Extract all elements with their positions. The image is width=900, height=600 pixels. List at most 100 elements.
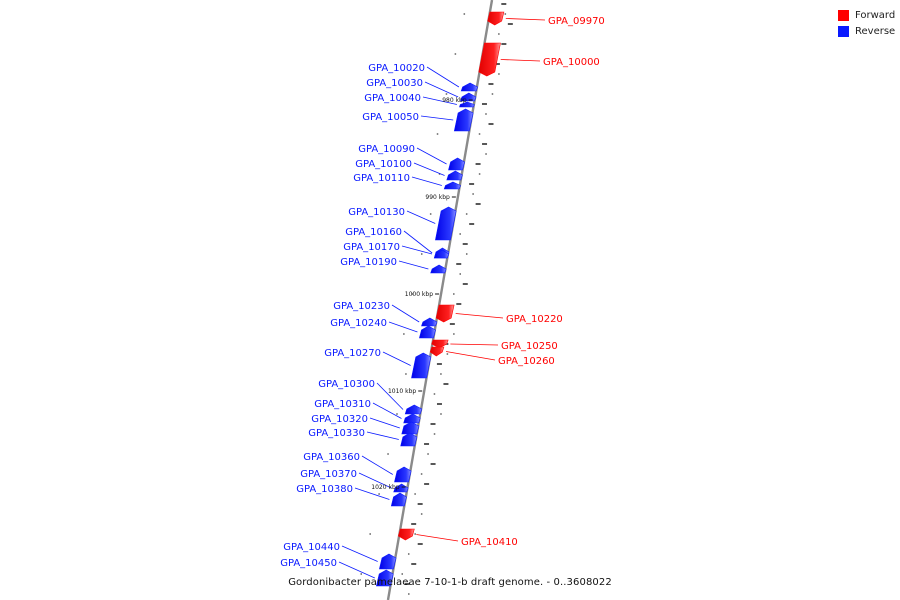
leader-line <box>382 351 411 366</box>
gene-feature-gpa-10230[interactable] <box>421 317 438 327</box>
gene-features <box>376 11 505 587</box>
scale-ticks <box>360 3 513 595</box>
gene-feature-gpa-10410[interactable] <box>398 528 415 541</box>
scale-label: 1010 kbp <box>388 388 416 395</box>
gene-feature-gpa-10250[interactable] <box>431 339 449 349</box>
leader-line <box>413 162 445 176</box>
gene-feature-gpa-10360[interactable] <box>394 466 412 483</box>
leader-line <box>338 561 375 579</box>
gene-label-gpa-10450[interactable]: GPA_10450 <box>280 558 337 569</box>
leader-line <box>401 245 433 255</box>
leader-line <box>403 230 433 254</box>
gene-feature-gpa-10220[interactable] <box>435 304 455 323</box>
gene-feature-gpa-10330[interactable] <box>400 432 418 447</box>
gene-label-gpa-10410[interactable]: GPA_10410 <box>461 537 518 548</box>
scale-label: 1020 kbp <box>371 484 399 491</box>
gene-label-gpa-10440[interactable]: GPA_10440 <box>283 542 340 553</box>
leader-line <box>411 176 442 186</box>
genome-caption: Gordonibacter pamelaeae 7-10-1-b draft g… <box>288 577 612 588</box>
leader-line <box>426 66 460 88</box>
gene-labels: GPA_09970 GPA_10000 GPA_10020 GPA_10030 GPA_… <box>280 16 605 569</box>
gene-feature-gpa-10260[interactable] <box>429 346 445 357</box>
gene-feature-gpa-10050[interactable] <box>453 108 474 132</box>
gene-label-gpa-10370[interactable]: GPA_10370 <box>300 469 357 480</box>
leader-line <box>376 382 404 410</box>
gene-feature-gpa-10020[interactable] <box>460 82 478 92</box>
gene-label-gpa-10040[interactable]: GPA_10040 <box>364 93 421 104</box>
gene-feature-gpa-10110[interactable] <box>443 181 461 190</box>
leader-line <box>369 417 400 429</box>
leader-line <box>358 472 392 489</box>
leader-line <box>455 313 504 319</box>
legend-label-forward: Forward <box>855 10 896 21</box>
gene-label-gpa-10020[interactable]: GPA_10020 <box>368 63 425 74</box>
gene-feature-gpa-10100[interactable] <box>446 170 463 181</box>
gene-feature-gpa-10320[interactable] <box>401 421 420 435</box>
gene-feature-gpa-09970[interactable] <box>487 11 505 26</box>
gene-label-gpa-10260[interactable]: GPA_10260 <box>498 356 555 367</box>
gene-feature-gpa-10440[interactable] <box>379 553 397 570</box>
gene-label-gpa-10300[interactable]: GPA_10300 <box>318 379 375 390</box>
gene-label-gpa-10160[interactable]: GPA_10160 <box>345 227 402 238</box>
gene-feature-gpa-10190[interactable] <box>430 264 447 274</box>
gene-label-gpa-10270[interactable]: GPA_10270 <box>324 348 381 359</box>
legend: Forward Reverse <box>838 8 895 40</box>
legend-item-reverse: Reverse <box>838 24 895 39</box>
gene-feature-gpa-10030[interactable] <box>460 92 477 102</box>
gene-feature-gpa-10270[interactable] <box>411 352 432 379</box>
leader-line <box>416 147 447 165</box>
gene-feature-gpa-10370[interactable] <box>393 483 409 493</box>
leader-line <box>500 59 541 62</box>
leader-line <box>422 96 457 105</box>
leader-line <box>446 351 496 361</box>
gene-label-gpa-10190[interactable]: GPA_10190 <box>340 257 397 268</box>
gene-label-gpa-10250[interactable]: GPA_10250 <box>501 341 558 352</box>
scale-label: 1000 kbp <box>405 291 433 298</box>
leader-line <box>341 545 378 562</box>
gene-feature-gpa-10310[interactable] <box>403 413 421 424</box>
leader-line <box>406 210 436 224</box>
legend-item-forward: Forward <box>838 8 895 23</box>
legend-label-reverse: Reverse <box>855 26 896 37</box>
gene-label-gpa-10030[interactable]: GPA_10030 <box>366 78 423 89</box>
leader-line <box>391 304 420 323</box>
leader-line <box>424 81 459 98</box>
gene-label-gpa-10110[interactable]: GPA_10110 <box>353 173 410 184</box>
reverse-swatch <box>838 26 849 37</box>
gene-label-gpa-10130[interactable]: GPA_10130 <box>348 207 405 218</box>
gene-label-gpa-10360[interactable]: GPA_10360 <box>303 452 360 463</box>
gene-feature-gpa-10240[interactable] <box>419 325 436 339</box>
leader-line <box>388 321 418 333</box>
gene-label-gpa-10000[interactable]: GPA_10000 <box>543 57 600 68</box>
leader-line <box>354 487 390 500</box>
gene-label-gpa-10050[interactable]: GPA_10050 <box>362 112 419 123</box>
gene-label-gpa-10380[interactable]: GPA_10380 <box>296 484 353 495</box>
gene-feature-gpa-10380[interactable] <box>390 492 407 507</box>
label-leaders <box>338 18 546 579</box>
gene-label-gpa-10240[interactable]: GPA_10240 <box>330 318 387 329</box>
gene-label-gpa-10230[interactable]: GPA_10230 <box>333 301 390 312</box>
gene-feature-gpa-10170[interactable] <box>433 249 450 259</box>
scale-label: 980 kbp <box>442 97 467 104</box>
gene-label-gpa-10320[interactable]: GPA_10320 <box>311 414 368 425</box>
leader-line <box>505 18 546 21</box>
gene-label-gpa-10100[interactable]: GPA_10100 <box>355 159 412 170</box>
gene-feature-gpa-10090[interactable] <box>448 157 465 171</box>
gene-feature-gpa-10000[interactable] <box>478 42 501 77</box>
forward-swatch <box>838 10 849 21</box>
gene-label-gpa-10310[interactable]: GPA_10310 <box>314 399 371 410</box>
gene-label-gpa-10220[interactable]: GPA_10220 <box>506 314 563 325</box>
gene-feature-gpa-10130[interactable] <box>435 206 457 241</box>
leader-line <box>450 343 499 346</box>
gene-feature-gpa-10300[interactable] <box>404 404 423 415</box>
gene-feature-gpa-10040[interactable] <box>459 101 475 108</box>
gene-label-gpa-10170[interactable]: GPA_10170 <box>343 242 400 253</box>
gene-feature-gpa-10450[interactable] <box>376 569 394 587</box>
gene-label-gpa-10330[interactable]: GPA_10330 <box>308 428 365 439</box>
leader-line <box>372 402 402 419</box>
gene-label-gpa-10090[interactable]: GPA_10090 <box>358 144 415 155</box>
leader-line <box>416 534 459 542</box>
gene-label-gpa-09970[interactable]: GPA_09970 <box>548 16 605 27</box>
leader-line <box>398 260 429 270</box>
